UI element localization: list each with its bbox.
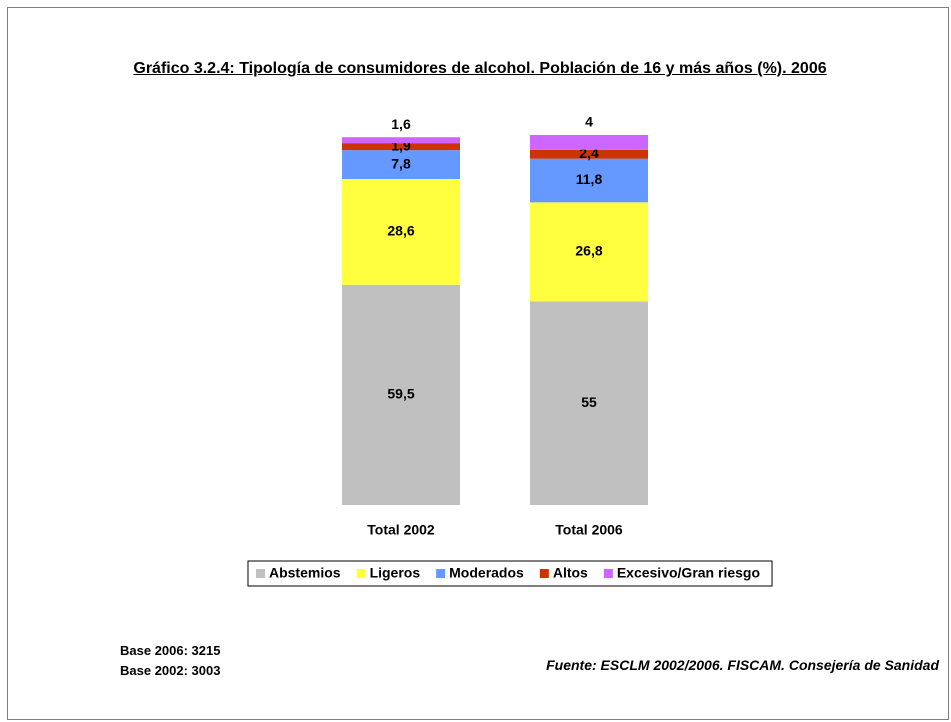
bar-segment <box>342 150 460 180</box>
legend-swatch <box>255 569 265 578</box>
frame <box>7 7 949 720</box>
bar-segment <box>530 158 648 203</box>
legend-swatch <box>539 569 549 578</box>
data-label: 26,8 <box>575 243 602 259</box>
legend-label: Abstemios <box>269 565 341 581</box>
bar-segment <box>530 301 648 505</box>
legend-swatch <box>603 569 613 578</box>
data-label: 28,6 <box>387 223 414 239</box>
x-tick-label: Total 2002 <box>367 522 435 538</box>
data-label: 1,6 <box>391 116 411 132</box>
x-tick-label: Total 2006 <box>555 522 623 538</box>
data-label: 59,5 <box>387 386 414 402</box>
bar-segment <box>342 137 460 144</box>
bar-segment <box>530 149 648 159</box>
legend-swatch <box>356 569 366 578</box>
data-label: 4 <box>585 114 593 130</box>
legend-swatch <box>436 569 446 578</box>
legend: Abstemios Ligeros Moderados Altos Excesivo/G… <box>247 560 773 587</box>
bar-segment <box>342 143 460 151</box>
legend-label: Moderados <box>449 565 524 581</box>
note: Base 2002: 3003 <box>120 663 221 678</box>
bar-segment <box>342 179 460 285</box>
legend-label: Altos <box>553 565 588 581</box>
legend-label: Ligeros <box>370 565 421 581</box>
data-label: 55 <box>581 394 597 410</box>
bar-segment <box>342 284 460 505</box>
note: Base 2006: 3215 <box>120 643 221 658</box>
data-label: 7,8 <box>391 155 411 171</box>
data-label: 11,8 <box>576 171 603 187</box>
legend-label: Excesivo/Gran riesgo <box>617 565 760 581</box>
bar-segment <box>530 135 648 150</box>
chart-title: Gráfico 3.2.4: Tipología de consumidores… <box>133 60 827 77</box>
legend-box <box>247 560 773 587</box>
source: Fuente: ESCLM 2002/2006. FISCAM. Conseje… <box>546 657 939 673</box>
bar-segment <box>530 202 648 302</box>
